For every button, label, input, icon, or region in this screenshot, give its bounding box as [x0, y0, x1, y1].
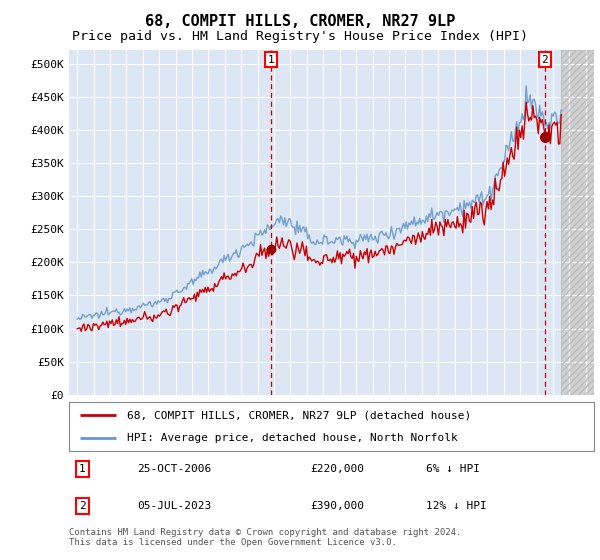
Text: 6% ↓ HPI: 6% ↓ HPI	[426, 464, 480, 474]
Text: 2: 2	[541, 55, 548, 64]
Bar	[561, 50, 594, 395]
Text: £220,000: £220,000	[311, 464, 365, 474]
Text: Price paid vs. HM Land Registry's House Price Index (HPI): Price paid vs. HM Land Registry's House …	[72, 30, 528, 43]
Text: 1: 1	[268, 55, 274, 64]
Text: Contains HM Land Registry data © Crown copyright and database right 2024.
This d: Contains HM Land Registry data © Crown c…	[69, 528, 461, 547]
Text: 12% ↓ HPI: 12% ↓ HPI	[426, 501, 487, 511]
Text: 1: 1	[79, 464, 86, 474]
Text: 2: 2	[79, 501, 86, 511]
Text: 68, COMPIT HILLS, CROMER, NR27 9LP (detached house): 68, COMPIT HILLS, CROMER, NR27 9LP (deta…	[127, 410, 471, 421]
Bar	[561, 50, 594, 395]
Text: 05-JUL-2023: 05-JUL-2023	[137, 501, 212, 511]
Text: 68, COMPIT HILLS, CROMER, NR27 9LP: 68, COMPIT HILLS, CROMER, NR27 9LP	[145, 14, 455, 29]
Text: 25-OCT-2006: 25-OCT-2006	[137, 464, 212, 474]
Text: HPI: Average price, detached house, North Norfolk: HPI: Average price, detached house, Nort…	[127, 433, 458, 444]
Text: £390,000: £390,000	[311, 501, 365, 511]
